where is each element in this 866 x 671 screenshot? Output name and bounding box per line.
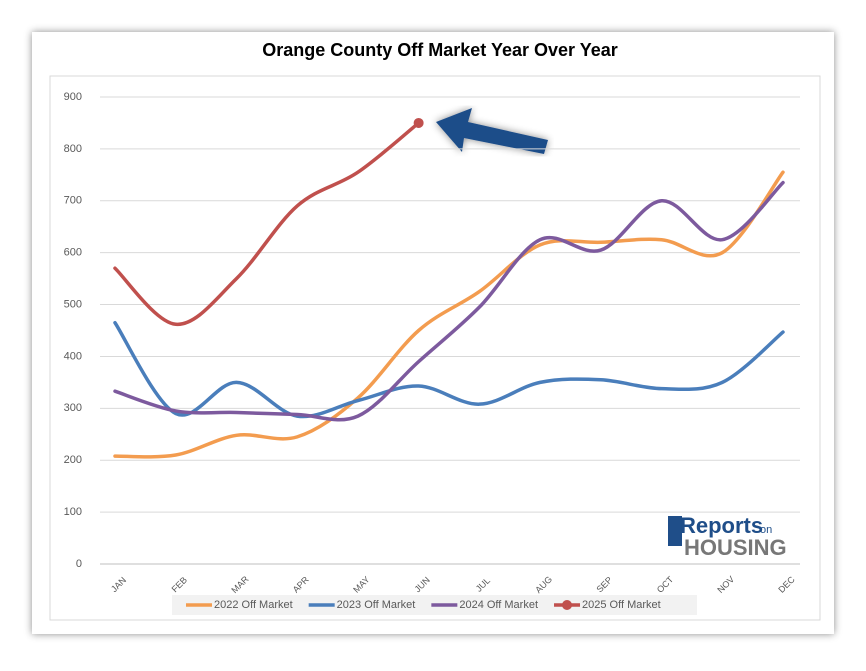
- legend-label: 2023 Off Market: [337, 599, 416, 611]
- y-tick-label: 300: [64, 402, 82, 414]
- y-tick-label: 0: [76, 558, 82, 570]
- y-tick-label: 500: [64, 298, 82, 310]
- y-tick-label: 700: [64, 195, 82, 207]
- legend-label: 2024 Off Market: [459, 599, 538, 611]
- legend-label: 2022 Off Market: [214, 599, 293, 611]
- y-tick-label: 600: [64, 247, 82, 259]
- y-tick-label: 900: [64, 91, 82, 103]
- series-marker: [413, 117, 424, 128]
- logo-small: on: [760, 524, 772, 536]
- y-tick-label: 800: [64, 143, 82, 155]
- y-tick-label: 400: [64, 350, 82, 362]
- series-line: [113, 121, 421, 327]
- legend-label: 2025 Off Market: [582, 599, 661, 611]
- logo-sub: HOUSING: [684, 535, 787, 560]
- y-tick-label: 200: [64, 454, 82, 466]
- logo-brand: Reports: [680, 513, 763, 538]
- plot-frame: [49, 75, 821, 621]
- legend: 2022 Off Market 2023 Off Market 2024 Off M…: [172, 595, 697, 615]
- y-tick-label: 100: [64, 506, 82, 518]
- logo: Reports on HOUSING: [668, 513, 787, 560]
- series-line: [113, 180, 785, 422]
- legend-marker: [562, 600, 573, 610]
- panel: [32, 32, 834, 634]
- chart-title: Orange County Off Market Year Over Year: [262, 40, 617, 60]
- arrow: [436, 108, 548, 154]
- series-line: [113, 320, 785, 419]
- series-line: [113, 170, 785, 459]
